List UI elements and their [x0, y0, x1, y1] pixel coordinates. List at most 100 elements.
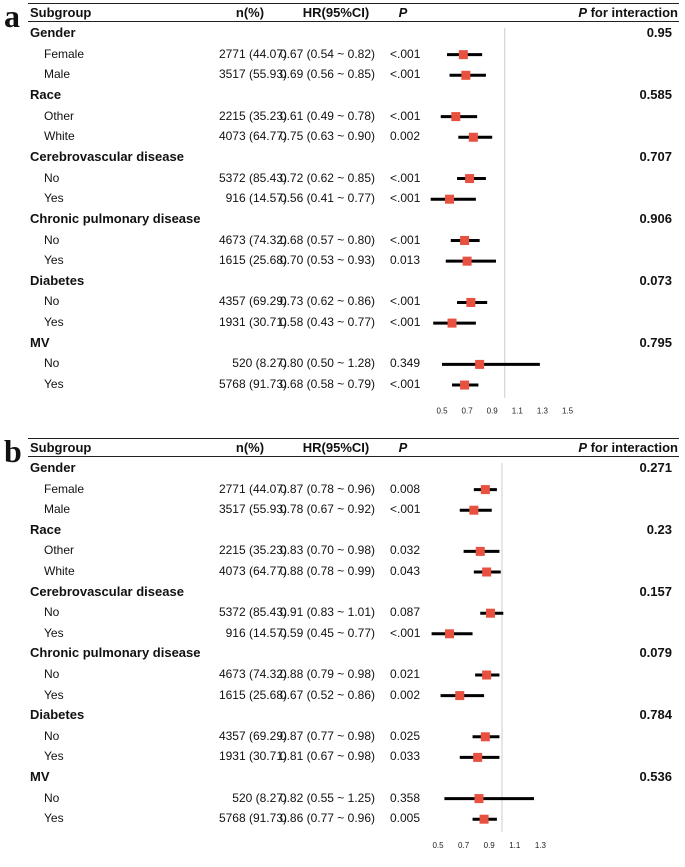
header-p: P	[398, 440, 408, 455]
n-percent-value: 5372 (85.43)	[218, 605, 287, 620]
n-percent-value: 3517 (55.93)	[218, 67, 287, 82]
x-tick-label: 0.7	[458, 841, 470, 850]
hr-point-marker	[466, 297, 476, 307]
x-tick-label: 0.5	[432, 841, 444, 850]
p-value: 0.033	[390, 749, 421, 764]
x-tick-label: 1.3	[537, 407, 549, 416]
n-percent-value: 2215 (35.23)	[218, 108, 287, 123]
hr-point-marker	[475, 359, 485, 369]
header-top-rule	[28, 438, 679, 439]
subgroup-label: Yes	[44, 191, 64, 206]
n-percent-value: 1615 (25.68)	[218, 253, 287, 268]
header-p: P	[398, 5, 408, 20]
hr-ci-value: 0.73 (0.62 ~ 0.86)	[279, 294, 375, 309]
p-interaction-value: 0.271	[639, 460, 672, 475]
n-percent-value: 3517 (55.93)	[218, 502, 287, 517]
header-n: n(%)	[235, 440, 265, 455]
hr-ci-value: 0.88 (0.79 ~ 0.98)	[279, 667, 375, 681]
p-value: <.001	[390, 377, 421, 392]
p-value: <.001	[390, 625, 421, 640]
hr-ci-value: 0.80 (0.50 ~ 1.28)	[279, 356, 375, 371]
hr-point-marker	[482, 670, 492, 680]
hr-point-marker	[458, 50, 468, 60]
hr-ci-value: 0.78 (0.67 ~ 0.92)	[279, 502, 375, 517]
hr-point-marker	[451, 112, 461, 122]
p-value: <.001	[390, 232, 421, 247]
header-p-interaction: P for interaction	[578, 5, 678, 20]
panel-letter: b	[4, 433, 22, 469]
p-value: 0.002	[390, 687, 421, 702]
group-label: Gender	[30, 25, 76, 40]
group-label: MV	[30, 334, 50, 350]
n-percent-value: 2771 (44.07)	[218, 481, 287, 496]
group-label: Chronic pulmonary disease	[30, 645, 201, 661]
n-percent-value: 5372 (85.43)	[218, 170, 287, 185]
subgroup-label: No	[44, 667, 60, 681]
header-subgroup: Subgroup	[30, 440, 92, 455]
hr-ci-value: 0.58 (0.43 ~ 0.77)	[279, 315, 375, 330]
p-value: 0.358	[390, 790, 421, 805]
group-label: Gender	[30, 460, 76, 475]
hr-point-marker	[468, 132, 478, 142]
x-tick-label: 1.1	[509, 841, 521, 850]
p-value: <.001	[390, 108, 421, 123]
subgroup-label: Yes	[44, 377, 64, 392]
group-label: Cerebrovascular disease	[30, 583, 184, 599]
hr-point-marker	[479, 814, 489, 824]
p-interaction-value: 0.157	[639, 583, 672, 599]
hr-ci-value: 0.69 (0.56 ~ 0.85)	[279, 67, 375, 82]
hr-ci-value: 0.68 (0.57 ~ 0.80)	[279, 232, 375, 247]
x-tick-label: 1.5	[562, 407, 574, 416]
header-p-interaction: P for interaction	[578, 440, 678, 455]
hr-point-marker	[445, 194, 455, 204]
subgroup-label: Other	[44, 543, 75, 558]
n-percent-value: 2215 (35.23)	[218, 543, 287, 558]
n-percent-value: 520 (8.27)	[232, 790, 287, 805]
n-percent-value: 520 (8.27)	[232, 356, 287, 371]
p-interaction-value: 0.795	[639, 334, 672, 350]
hr-point-marker	[455, 691, 465, 701]
n-percent-value: 1931 (30.71)	[218, 315, 287, 330]
hr-point-marker	[447, 318, 457, 328]
p-value: 0.025	[390, 728, 421, 743]
subgroup-label: Yes	[44, 315, 64, 330]
group-label: Cerebrovascular disease	[30, 148, 184, 164]
header-bottom-rule	[28, 21, 679, 22]
group-label: Race	[30, 521, 62, 537]
p-value: <.001	[390, 294, 421, 309]
p-value: 0.349	[390, 356, 421, 371]
hr-point-marker	[465, 174, 475, 184]
subgroup-label: No	[44, 605, 60, 620]
hr-ci-value: 0.70 (0.53 ~ 0.93)	[279, 253, 375, 268]
header-top-rule	[28, 3, 679, 4]
subgroup-label: No	[44, 790, 60, 805]
x-tick-label: 0.9	[484, 841, 496, 850]
p-value: 0.005	[390, 811, 421, 826]
n-percent-value: 4673 (74.32)	[218, 667, 287, 681]
hr-ci-value: 0.75 (0.63 ~ 0.90)	[279, 129, 375, 144]
hr-ci-value: 0.87 (0.78 ~ 0.96)	[279, 481, 375, 496]
hr-ci-value: 0.83 (0.70 ~ 0.98)	[279, 543, 375, 558]
n-percent-value: 4073 (64.77)	[218, 129, 287, 144]
p-interaction-value: 0.23	[646, 521, 672, 537]
p-value: 0.002	[390, 129, 421, 144]
subgroup-label: White	[44, 129, 75, 144]
n-percent-value: 916 (14.57)	[225, 625, 287, 640]
header-hr: HR(95%CI)	[302, 440, 370, 455]
p-interaction-value: 0.707	[639, 148, 672, 164]
subgroup-label: Yes	[44, 749, 64, 764]
p-value: 0.008	[390, 481, 421, 496]
hr-ci-value: 0.91 (0.83 ~ 1.01)	[279, 605, 375, 620]
hr-point-marker	[460, 236, 470, 245]
hr-point-marker	[469, 505, 479, 515]
n-percent-value: 916 (14.57)	[225, 191, 287, 206]
group-label: Diabetes	[30, 272, 85, 288]
hr-ci-value: 0.56 (0.41 ~ 0.77)	[279, 191, 375, 206]
hr-point-marker	[462, 256, 472, 266]
hr-ci-value: 0.88 (0.78 ~ 0.99)	[279, 564, 375, 578]
hr-ci-value: 0.67 (0.52 ~ 0.86)	[279, 687, 375, 702]
hr-point-marker	[461, 70, 471, 80]
n-percent-value: 2771 (44.07)	[218, 46, 287, 61]
p-interaction-value: 0.95	[646, 25, 672, 40]
